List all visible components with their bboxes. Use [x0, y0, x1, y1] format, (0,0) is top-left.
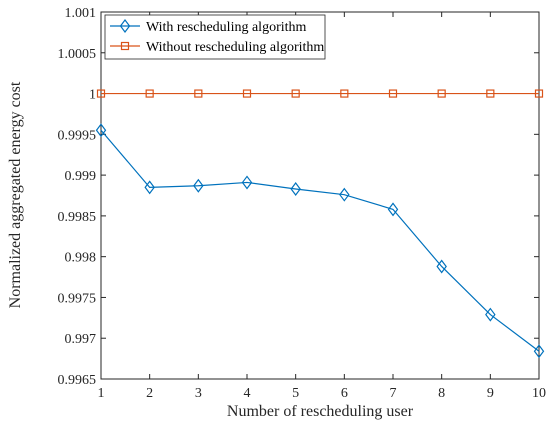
- y-tick-label: 1.0005: [58, 47, 97, 62]
- legend-label: With rescheduling algorithm: [146, 20, 307, 35]
- y-tick-label: 0.999: [65, 169, 97, 184]
- x-tick-label: 7: [390, 386, 397, 401]
- data-point: [486, 89, 495, 98]
- data-point: [533, 344, 545, 359]
- y-axis-title: Normalized aggregated energy cost: [7, 81, 24, 308]
- data-point: [290, 181, 301, 196]
- x-tick-label: 2: [146, 386, 153, 401]
- plot-area: [100, 11, 540, 380]
- data-point: [387, 202, 399, 217]
- y-tick-label: 1.001: [65, 6, 97, 21]
- data-point: [241, 175, 253, 190]
- x-tick-label: 6: [341, 386, 348, 401]
- legend-box: [104, 14, 326, 60]
- data-point: [291, 89, 300, 98]
- x-tick-label: 8: [438, 386, 445, 401]
- legend-entry: With rescheduling algorithm: [110, 19, 307, 35]
- series-2: [96, 89, 544, 98]
- legend-label: Without rescheduling algorithm: [146, 40, 324, 55]
- data-point: [339, 187, 350, 202]
- data-point: [145, 89, 154, 98]
- x-axis-ticks: 1 2 3 4 5 6 7 8 9 10: [98, 12, 546, 401]
- data-point: [485, 307, 496, 322]
- data-point: [242, 89, 252, 98]
- data-point: [437, 89, 446, 98]
- data-point: [194, 89, 203, 98]
- y-tick-label: 0.9965: [58, 373, 97, 388]
- data-point: [340, 89, 349, 98]
- x-tick-label: 3: [195, 386, 202, 401]
- data-point: [193, 178, 204, 193]
- y-tick-label: 1: [89, 88, 96, 103]
- series-layer: [95, 89, 545, 359]
- legend: With rescheduling algorithm Without resch…: [104, 14, 326, 60]
- legend-swatch-marker: [119, 19, 131, 33]
- y-tick-label: 0.9995: [58, 128, 97, 143]
- y-tick-label: 0.997: [65, 332, 97, 347]
- series-1: [95, 123, 545, 359]
- y-tick-label: 0.9985: [58, 210, 97, 225]
- x-axis-title: Number of rescheduling user: [227, 403, 414, 420]
- data-point: [534, 89, 544, 98]
- series-line: [100, 129, 540, 352]
- x-tick-label: 4: [244, 386, 251, 401]
- x-tick-label: 5: [292, 386, 299, 401]
- legend-entry: Without rescheduling algorithm: [110, 40, 324, 55]
- legend-swatch-marker: [120, 41, 130, 51]
- data-point: [436, 259, 447, 274]
- data-point: [388, 89, 398, 98]
- y-tick-label: 0.9975: [58, 291, 97, 306]
- data-point: [96, 89, 106, 98]
- x-tick-label: 10: [532, 386, 546, 401]
- y-tick-label: 0.998: [65, 251, 97, 266]
- data-point: [144, 180, 155, 195]
- x-tick-label: 9: [487, 386, 494, 401]
- x-tick-label: 1: [98, 386, 105, 401]
- data-point: [95, 123, 107, 138]
